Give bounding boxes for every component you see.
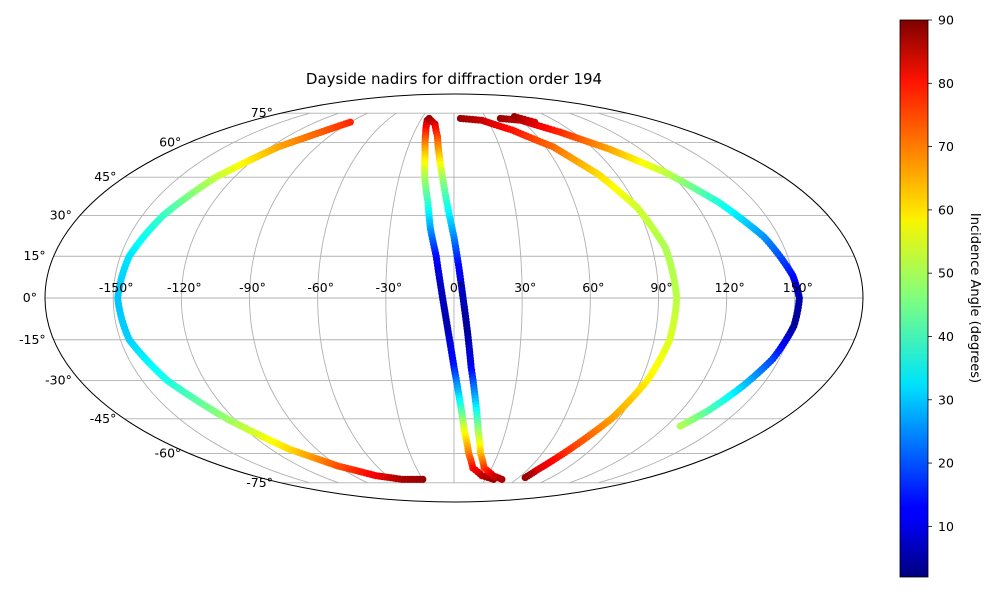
colorbar-tick-label: 60 — [938, 202, 954, 217]
colorbar: 10 20 30 40 50 60 70 80 90 Incidence Angle (degr… — [899, 13, 982, 578]
colorbar-tick-label: 40 — [938, 329, 954, 344]
lat-tick-label: -15° — [19, 332, 46, 347]
map-boundary — [44, 93, 864, 503]
lon-tick-label: 90° — [650, 280, 672, 295]
lat-tick-label: 30° — [50, 208, 72, 223]
colorbar-tick-label: 50 — [938, 266, 954, 281]
colorbar-tick-label: 70 — [938, 139, 954, 154]
lat-tick-label: 60° — [159, 134, 181, 149]
lon-tick-label: 120° — [715, 280, 745, 295]
lat-tick-label: -45° — [90, 411, 117, 426]
lat-tick-label: -30° — [45, 372, 72, 387]
lon-tick-label: 60° — [582, 280, 604, 295]
data-points — [114, 113, 803, 483]
colorbar-tick-label: 80 — [938, 76, 954, 91]
lon-tick-label: -120° — [167, 280, 202, 295]
tick-labels: -150° -120° -90° -60° -30° 0° 30° 60° 90° 120° 150… — [19, 105, 813, 490]
colorbar-gradient — [899, 19, 929, 578]
lon-tick-label: -30° — [375, 280, 402, 295]
data-point — [419, 475, 427, 483]
lon-tick-label: -90° — [239, 280, 266, 295]
lon-tick-label: 30° — [514, 280, 536, 295]
lon-tick-label: 0° — [450, 280, 464, 295]
data-point — [498, 475, 506, 483]
lon-tick-label: 150° — [783, 280, 813, 295]
lat-tick-label: 15° — [24, 248, 46, 263]
chart-title: Dayside nadirs for diffraction order 194 — [306, 70, 602, 88]
colorbar-tick-label: 20 — [938, 456, 954, 471]
data-point — [521, 473, 529, 482]
colorbar-tick-label: 90 — [938, 13, 954, 28]
colorbar-tick-label: 30 — [938, 392, 954, 407]
lon-tick-label: -150° — [99, 280, 134, 295]
colorbar-label: Incidence Angle (degrees) — [967, 213, 982, 383]
lat-tick-label: -60° — [155, 446, 182, 461]
lat-tick-label: 45° — [94, 169, 116, 184]
lat-tick-label: 0° — [23, 290, 37, 305]
lon-tick-label: -60° — [307, 280, 334, 295]
map-grid — [45, 112, 863, 484]
data-point — [531, 118, 539, 126]
colorbar-tick-label: 10 — [938, 519, 954, 534]
lat-tick-label: 75° — [251, 105, 273, 120]
data-point — [676, 422, 684, 430]
colorbar-ticks: 10 20 30 40 50 60 70 80 90 — [928, 13, 954, 534]
lat-tick-label: -75° — [246, 475, 273, 490]
